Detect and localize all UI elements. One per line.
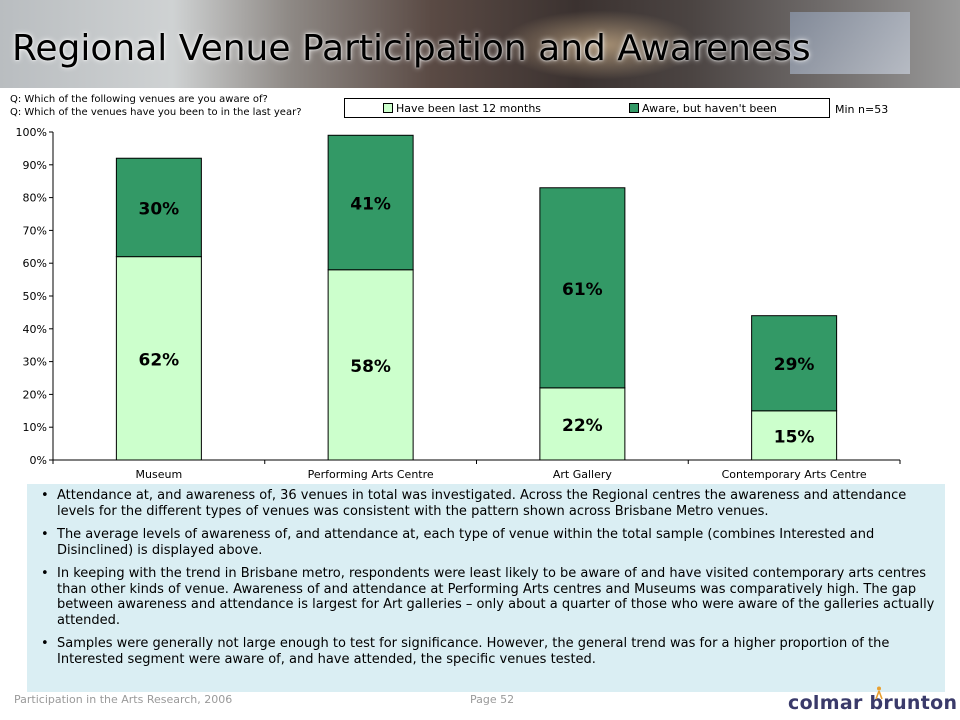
bar-aware (539, 187, 626, 389)
x-category-label: Performing Arts Centre (308, 468, 434, 481)
x-category-label: Art Gallery (553, 468, 613, 481)
data-label: 58% (350, 357, 391, 377)
y-tick-label: 50% (23, 290, 47, 303)
bar-been (751, 410, 838, 461)
data-label: 61% (562, 280, 603, 300)
legend-item-aware: Aware, but haven't been (629, 102, 777, 115)
legend-item-been: Have been last 12 months (383, 102, 541, 115)
y-tick-label: 40% (23, 323, 47, 336)
stacked-bar-chart: 0% 10% 20% 30% 40% 50% 60% 70% 80% 90% 100% 62% 30% M… (16, 126, 901, 481)
finding-item-2: The average levels of awareness of, and … (41, 527, 937, 558)
y-tick-label: 70% (23, 224, 47, 237)
bar-aware (115, 157, 202, 258)
header-banner (0, 0, 960, 88)
banner-screen (790, 12, 910, 74)
y-tick-label: 30% (23, 356, 47, 369)
footer-page-number: Page 52 (470, 693, 515, 706)
findings-panel: Attendance at, and awareness of, 36 venu… (27, 484, 945, 692)
logo-figure-icon (875, 686, 883, 700)
chart-legend: Have been last 12 months Aware, but have… (344, 98, 830, 118)
y-tick-label: 100% (16, 126, 47, 139)
legend-label-aware: Aware, but haven't been (642, 102, 777, 115)
question-attended: Q: Which of the venues have you been to … (10, 107, 302, 118)
finding-item-3: In keeping with the trend in Brisbane me… (41, 566, 937, 628)
y-tick-label: 80% (23, 192, 47, 205)
logo-wordmark: colmar brunton (788, 692, 958, 714)
findings-list: Attendance at, and awareness of, 36 venu… (27, 488, 937, 667)
x-category-label: Museum (136, 468, 183, 481)
finding-item-4: Samples were generally not large enough … (41, 636, 937, 667)
finding-item-1: Attendance at, and awareness of, 36 venu… (41, 488, 937, 519)
question-aware: Q: Which of the following venues are you… (10, 94, 268, 105)
company-logo: colmar brunton (788, 686, 957, 716)
data-label: 30% (139, 199, 180, 219)
bar-been (327, 269, 414, 461)
data-label: 22% (562, 416, 603, 436)
legend-label-been: Have been last 12 months (396, 102, 542, 115)
page-title: Regional Venue Participation and Awarene… (12, 28, 811, 69)
bar-aware (327, 134, 414, 271)
x-category-label: Contemporary Arts Centre (722, 468, 867, 481)
y-tick-label: 60% (23, 257, 47, 270)
data-label: 41% (350, 195, 391, 215)
data-label: 62% (139, 350, 180, 370)
y-tick-label: 20% (23, 388, 47, 401)
data-label: 29% (774, 355, 815, 375)
legend-swatch-aware (629, 103, 639, 113)
y-tick-label: 90% (23, 159, 47, 172)
banner-stage-light (500, 10, 700, 80)
bar-aware (751, 315, 838, 412)
y-tick-label: 10% (23, 421, 47, 434)
legend-swatch-been (383, 103, 393, 113)
bar-been (115, 256, 202, 461)
sample-size-label: Min n=53 (835, 103, 889, 116)
footer-source: Participation in the Arts Research, 2006 (14, 693, 233, 706)
y-tick-label: 0% (30, 454, 47, 467)
data-label: 15% (774, 427, 815, 447)
bar-been (539, 387, 626, 461)
